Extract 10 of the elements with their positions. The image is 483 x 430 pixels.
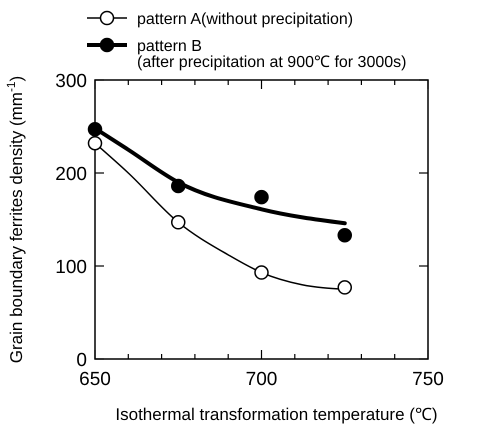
legend-label: pattern A(without precipitation)	[137, 11, 354, 28]
y-tick-label: 0	[76, 350, 87, 371]
y-tick-label: 200	[55, 164, 87, 185]
y-tick-label: 300	[55, 71, 87, 92]
x-tick-label: 750	[412, 369, 444, 390]
legend-label: pattern B (after precipitation at 900℃ for 3000s)	[137, 38, 406, 71]
x-tick-label: 650	[79, 369, 111, 390]
x-tick-label: 700	[246, 369, 278, 390]
y-tick-label: 100	[55, 257, 87, 278]
x-axis-title: Isothermal transformation temperature (℃)	[115, 405, 438, 424]
